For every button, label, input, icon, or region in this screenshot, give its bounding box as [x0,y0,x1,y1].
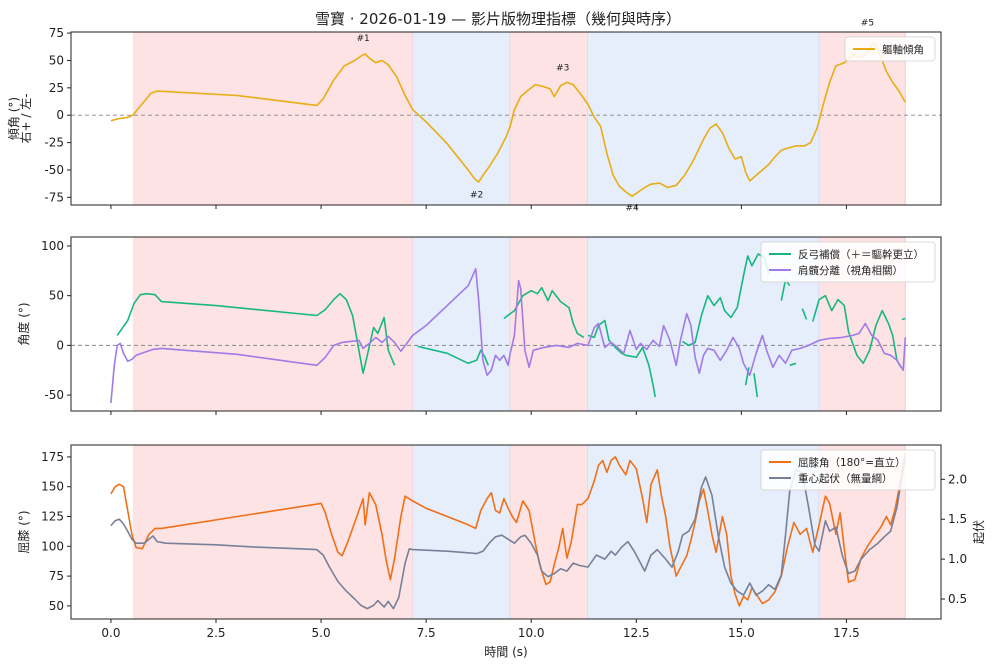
axes-frame [70,236,942,412]
y-tick-label: 25 [49,81,64,95]
x-tick-label: 0.0 [101,626,120,640]
phase-band-1 [132,445,413,619]
x-tick-label: 15.0 [728,626,755,640]
event-annotation: #2 [470,190,483,200]
panel-3: 50 75 100 125 150 175 0.5 1.0 1.5 2.0 0.0 2.5 5.0 7.5… [17,444,986,640]
y2-tick-label: 0.5 [948,592,967,606]
x-tick-label: 12.5 [623,626,650,640]
y-tick-label: 50 [49,289,64,303]
series-line-1-seg1 [116,292,396,375]
series-line-2 [110,267,907,404]
y-axis-label: 屈膝 (°) [17,510,31,553]
phase-band-2 [412,445,511,619]
series-layer [110,42,906,197]
y-axis-label: 角度 (°) [16,302,31,345]
phase-band-1 [132,32,413,205]
legend-entry: 肩髖分離（視角相關） [798,264,903,277]
y-tick-label: 50 [49,53,64,67]
x-tick-label: 2.5 [206,626,225,640]
y-tick-label: 125 [41,510,64,524]
panel-1: -75 -50 -25 0 25 50 75 傾角 (°)右+ / 左- #1 #2 #3 #4 #5 軀… [7,18,942,213]
legend-entry: 反弓補償（＋＝驅幹更立） [798,248,924,261]
x-tick-label: 7.5 [417,626,436,640]
y2-tick-label: 1.5 [948,512,967,526]
y-tick-label: 175 [41,450,64,464]
event-annotation: #1 [356,34,369,44]
y2-tick-label: 1.0 [948,552,967,566]
x-tick-label: 17.5 [833,626,860,640]
legend-box [760,449,936,491]
series-line-1-seg5 [682,253,770,347]
phase-band-3 [510,237,588,411]
x-tick-label: 10.0 [518,626,545,640]
y-axis-label: 傾角 (°) [7,97,21,140]
legend: 屈膝角（180°=直立） 重心起伏（無量綱） [760,449,936,491]
phase-band-3 [510,445,588,619]
series-line-1 [110,42,906,197]
phase-band-1 [132,237,413,411]
event-annotation: #5 [861,18,874,28]
y-tick-label: -25 [44,136,64,150]
legend-entry: 軀軸傾角 [882,43,924,56]
series-layer [110,253,907,404]
y-tick-label: 75 [49,569,64,583]
x-axis-label: 時間 (s) [484,645,527,659]
legend: 反弓補償（＋＝驅幹更立） 肩髖分離（視角相關） [760,241,936,283]
y-tick-label: 100 [41,239,64,253]
axes-frame [70,31,942,206]
y-tick-label: 150 [41,480,64,494]
x-tick-label: 5.0 [312,626,331,640]
axes-frame [70,444,942,620]
phase-band-2 [412,237,511,411]
y2-tick-label: 2.0 [948,472,967,486]
y-tick-label: -50 [44,388,64,402]
phase-band-3 [510,32,588,205]
legend-box [844,36,936,62]
event-annotation: #4 [625,203,639,213]
series-line-1-seg3 [503,286,585,339]
y-tick-label: 0 [56,108,64,122]
y-axis-label: 右+ / 左- [18,93,33,143]
panel-2: -50 0 50 100 角度 (°) 反弓補償（＋＝驅幹更立） 肩髖分離（視角相關） [16,236,942,415]
legend-entry: 屈膝角（180°=直立） [798,456,906,469]
series-line-1-seg2 [417,345,490,366]
y-tick-label: -50 [44,163,64,177]
series-line-1-seg6 [744,367,750,386]
series-line-1-seg10 [801,308,808,320]
legend-entry: 重心起伏（無量綱） [798,472,893,485]
series-line-1-seg7 [753,373,759,398]
event-annotation: #3 [556,63,569,73]
series-line-1-seg9 [789,362,797,367]
legend-box [760,241,936,283]
figure-title: 雪寶 · 2026-01-19 — 影片版物理指標（幾何與時序） [315,10,681,28]
y2-axis-label: 起伏 [972,520,986,544]
series-line-1-seg11 [812,294,902,368]
y-tick-label: 100 [41,539,64,553]
y-tick-label: 75 [49,26,64,40]
phase-band-4 [587,32,820,205]
legend: 軀軸傾角 [844,36,936,62]
series-line-1-seg12 [901,317,906,321]
y-tick-label: 0 [56,338,64,352]
series-line-1 [110,453,907,607]
phase-band-2 [412,32,511,205]
y-tick-label: 50 [49,599,64,613]
y-tick-label: -75 [44,190,64,204]
